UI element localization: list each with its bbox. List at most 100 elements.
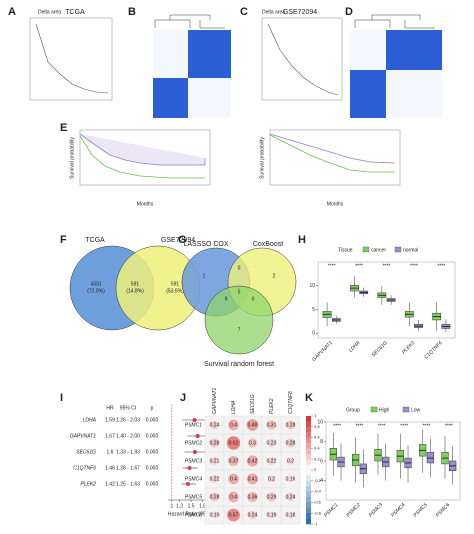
subtitle: Delta area — [38, 9, 61, 15]
legend-title: Tissue — [338, 247, 353, 253]
km-curve — [79, 135, 205, 179]
row-label: PSMC1 — [185, 422, 202, 428]
legend-title: Group — [346, 407, 360, 413]
corr-dot — [248, 510, 257, 520]
corr-label: 0.19 — [267, 512, 277, 518]
hr: 1.59 — [105, 417, 115, 423]
panel-label: D — [345, 6, 353, 18]
x-tick-label: 1.8 — [199, 503, 206, 509]
hr-point — [186, 482, 190, 486]
legend-swatch — [370, 406, 378, 413]
pct: (14.8%) — [126, 288, 144, 294]
colorbar-step — [306, 502, 311, 509]
panel-label: J — [180, 392, 186, 404]
panel-label: F — [60, 234, 67, 246]
count: 591 — [131, 281, 140, 287]
corr-dot — [228, 491, 239, 503]
y-label: Survival probability — [69, 137, 75, 179]
corr-label: 0.41 — [248, 476, 258, 482]
panel-c: GSE72094 Delta area — [261, 9, 343, 101]
corr-dot — [266, 420, 277, 430]
frame — [269, 129, 401, 186]
corr-label: 0.21 — [210, 458, 220, 464]
km-curve — [79, 133, 206, 166]
corr-label: 0.4 — [230, 494, 237, 500]
x-tick-label: GAPVNAT1 — [311, 340, 334, 363]
legend-label: normal — [403, 247, 418, 253]
colorbar-step — [306, 437, 311, 444]
legend-swatch — [402, 406, 410, 413]
title: TCGA — [65, 9, 85, 16]
km-curve — [269, 133, 396, 164]
y-tick-label: 8 — [320, 439, 323, 445]
x-label: Months — [137, 201, 154, 207]
corr-label: 0.23 — [267, 440, 277, 446]
x-tick-label: C1QTNF6 — [423, 340, 444, 361]
km-curve — [269, 134, 395, 173]
y-tick-label: 10 — [317, 419, 323, 425]
curve — [35, 23, 109, 94]
count: 0 — [252, 296, 255, 302]
count: 9 — [225, 296, 228, 302]
legend-label: cancer — [371, 247, 386, 253]
colorbar-step — [306, 426, 311, 433]
colorbar-label: 0.6 — [314, 435, 320, 440]
colorbar-step — [306, 421, 311, 428]
block — [386, 30, 442, 70]
corr-label: 0.57 — [229, 512, 239, 518]
x-tick-label: PSMC1 — [323, 502, 340, 519]
corr-label: 0.37 — [229, 458, 239, 464]
colorbar-step — [306, 453, 311, 460]
hr: 1.46 — [105, 465, 115, 471]
corr-label: 0.28 — [286, 440, 296, 446]
corr-dot — [210, 420, 219, 430]
x-tick-label: 1 — [170, 503, 173, 509]
col-label: SEC61G — [250, 394, 256, 414]
corr-label: 0.2 — [287, 458, 294, 464]
p-value: 0.000 — [146, 465, 159, 471]
colorbar-label: 0.8 — [314, 424, 320, 429]
x-tick-label: PSMC4 — [390, 502, 407, 519]
curve — [267, 23, 339, 96]
panel-label: B — [128, 6, 136, 18]
ci: 1.25 - 1.63 — [116, 481, 140, 487]
colorbar-label: 0 — [314, 467, 317, 472]
frame — [79, 129, 211, 186]
row-label: PSMC5 — [185, 494, 202, 500]
corr-dot — [210, 438, 219, 448]
panel-g: LASSSO COX CoxBoost Survival random fore… — [181, 241, 297, 368]
corr-label: 0.22 — [267, 458, 277, 464]
corr-dot — [210, 475, 219, 483]
legend-swatch — [394, 246, 402, 253]
corr-label: 0.22 — [210, 476, 220, 482]
significance: **** — [423, 423, 431, 429]
corr-label: 0.24 — [210, 422, 220, 428]
panel-label: C — [240, 6, 248, 18]
row-label: PSMC6 — [185, 512, 202, 518]
pct: (72.0%) — [87, 288, 105, 294]
count: 0 — [238, 265, 241, 271]
colorbar-step — [306, 480, 311, 487]
significance: **** — [328, 263, 336, 269]
panel-a: TCGA Delta area — [29, 9, 113, 101]
colorbar-step — [306, 475, 311, 482]
count: 1 — [203, 273, 206, 279]
venn-set — [204, 285, 274, 355]
x-tick-label: PSMC6 — [435, 502, 452, 519]
panel-label: A — [8, 6, 16, 18]
panel-label: E — [60, 122, 67, 134]
hr: 1.42 — [105, 481, 115, 487]
corr-label: 0.18 — [286, 512, 296, 518]
colorbar-step — [306, 464, 311, 471]
row-label: PSMC2 — [185, 440, 202, 446]
corr-label: 0.36 — [248, 494, 258, 500]
count: 4331 — [90, 281, 101, 287]
y-label: Survival probability — [259, 137, 265, 179]
corr-dot — [228, 419, 239, 431]
x-label: Months — [327, 201, 344, 207]
gene: GAPVNAT1 — [70, 433, 97, 439]
colorbar-step — [306, 448, 311, 455]
header: HR — [106, 405, 114, 411]
colorbar-step — [306, 497, 311, 503]
